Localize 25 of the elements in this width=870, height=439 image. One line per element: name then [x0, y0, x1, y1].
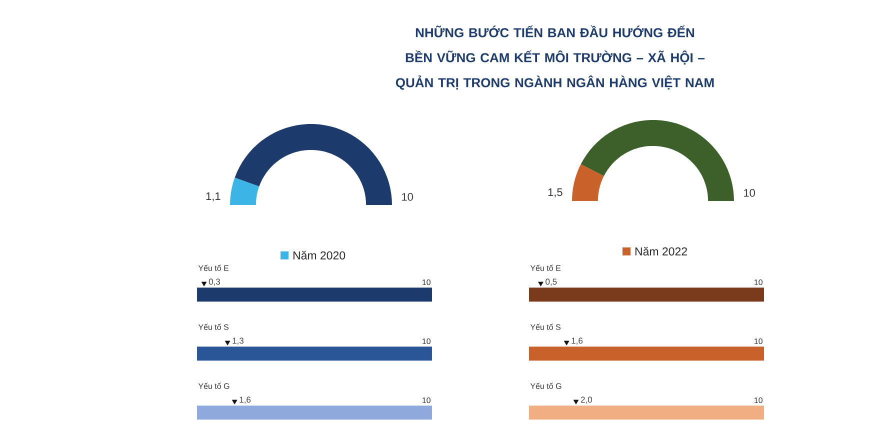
- data-label: 1,3: [232, 338, 244, 345]
- data-label: 10: [754, 338, 762, 344]
- y-tick-label: Yếu tố S: [198, 324, 229, 330]
- data-label: 1,6: [572, 338, 583, 345]
- data-label: 1,6: [240, 396, 251, 404]
- data-label: 0,3: [208, 278, 220, 286]
- data-label: 0,5: [546, 278, 557, 286]
- data-label: 10: [754, 397, 762, 404]
- data-label: 10: [754, 279, 762, 286]
- y-tick-label: Yếu tố E: [530, 264, 561, 271]
- data-label: 1,5: [548, 188, 562, 198]
- data-label: 10: [422, 338, 430, 344]
- y-tick-label: Yếu tố S: [530, 324, 561, 330]
- data-label: 1,1: [206, 192, 220, 202]
- text: NHỮNG BƯỚC TIẾN BAN ĐẦU HƯỚNG ĐẾN BỀN VỮNG CAM KẾT MÔI TRƯỜNG – XÃ HỘI – QUẢN TRỊ TRONG NGÀNH NGÂN HÀNG VIỆT NAM: [396, 26, 714, 90]
- text: 10: [402, 193, 413, 201]
- legend-label: Năm 2022: [635, 246, 687, 256]
- y-tick-label: Yếu tố G: [530, 382, 562, 389]
- data-label: 2,0: [580, 396, 592, 404]
- data-label: 10: [422, 397, 430, 404]
- text: 10: [744, 189, 755, 197]
- legend-label: Năm 2020: [293, 250, 346, 260]
- data-label: 10: [422, 279, 430, 286]
- y-tick-label: Yếu tố G: [198, 382, 230, 389]
- y-tick-label: Yếu tố E: [198, 264, 229, 271]
